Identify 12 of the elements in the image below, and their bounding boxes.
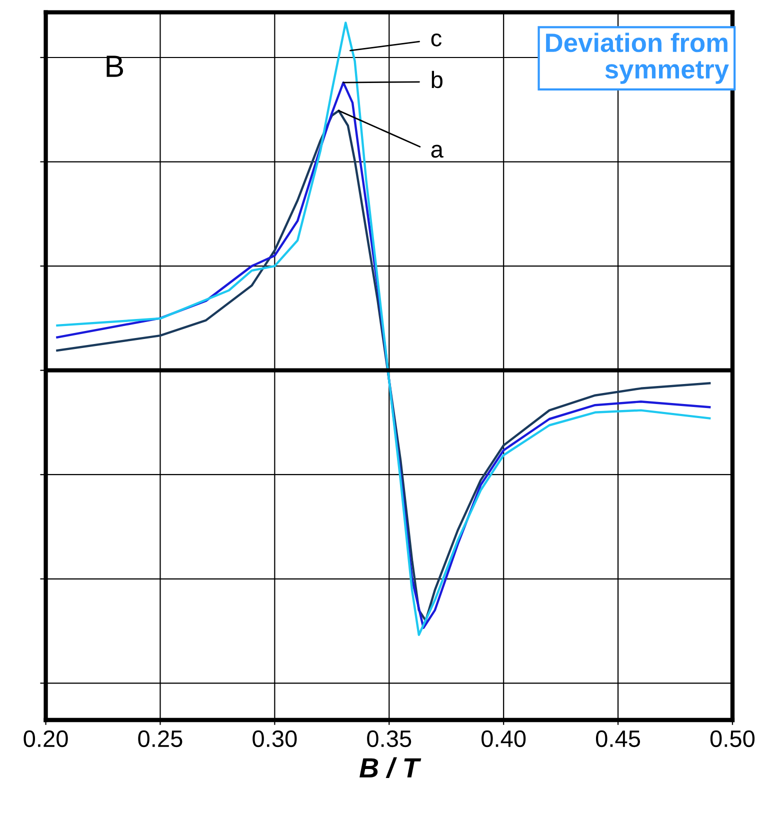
x-tick-label: 0.35: [367, 730, 412, 748]
annotation: a: [431, 144, 444, 158]
annotation: b: [432, 70, 442, 88]
x-axis-title: B / T: [360, 757, 422, 778]
x-tick-label: 0.30: [252, 730, 297, 748]
x-tick-label: 0.40: [482, 730, 526, 748]
annotation: Deviation from symmetry: [546, 32, 729, 84]
x-tick-label: 0.45: [596, 730, 640, 748]
annotation: c: [431, 34, 442, 46]
x-tick-label: 0.25: [138, 730, 182, 748]
x-tick-label: 0.50: [710, 730, 755, 748]
x-tick-label: 0.20: [24, 730, 68, 748]
